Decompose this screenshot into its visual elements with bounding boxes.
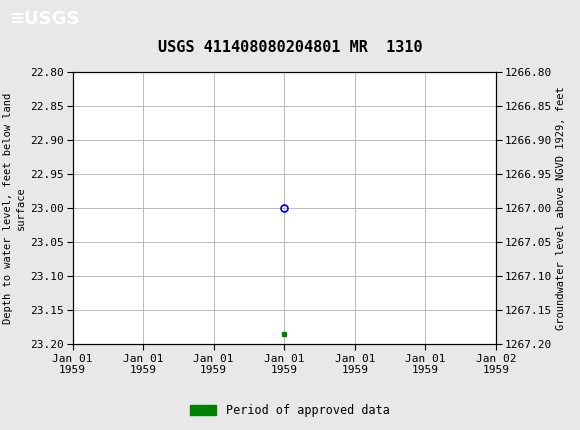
Legend: Period of approved data: Period of approved data	[186, 399, 394, 422]
Text: USGS 411408080204801 MR  1310: USGS 411408080204801 MR 1310	[158, 40, 422, 55]
Text: ≡USGS: ≡USGS	[9, 10, 79, 28]
Y-axis label: Depth to water level, feet below land
surface: Depth to water level, feet below land su…	[3, 92, 26, 324]
Y-axis label: Groundwater level above NGVD 1929, feet: Groundwater level above NGVD 1929, feet	[556, 86, 566, 330]
